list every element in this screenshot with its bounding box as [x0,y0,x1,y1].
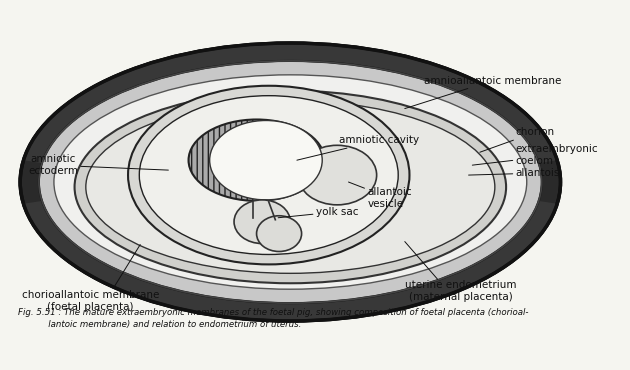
Ellipse shape [128,86,410,265]
Ellipse shape [256,216,302,252]
Ellipse shape [188,120,324,201]
Ellipse shape [54,75,527,289]
Text: allantois: allantois [469,168,560,178]
Polygon shape [23,43,557,163]
Ellipse shape [298,145,377,205]
Text: amniotic
ectoderm: amniotic ectoderm [28,154,168,176]
Text: yolk sac: yolk sac [278,207,358,218]
Text: amniotic cavity: amniotic cavity [297,135,419,160]
Text: Fig. 5.51 : The mature extraembryonic membranes of the foetal pig, showing compo: Fig. 5.51 : The mature extraembryonic me… [18,308,529,317]
Ellipse shape [86,101,495,273]
Polygon shape [23,201,557,321]
Ellipse shape [234,200,290,243]
Ellipse shape [210,121,322,200]
Text: uterine endometrium
(maternal placenta): uterine endometrium (maternal placenta) [405,280,517,302]
Ellipse shape [39,61,542,303]
Text: chorion: chorion [480,127,554,152]
Text: allantoic
vesicle: allantoic vesicle [348,182,412,209]
Ellipse shape [139,96,398,255]
Ellipse shape [74,91,506,283]
Text: extraembryonic
coelom: extraembryonic coelom [472,144,598,166]
Text: lantoic membrane) and relation to endometrium of uterus.: lantoic membrane) and relation to endome… [18,320,302,329]
Ellipse shape [20,43,561,321]
Text: amnioallantoic membrane: amnioallantoic membrane [405,76,561,108]
Text: chorioallantoic membrane
(foetal placenta): chorioallantoic membrane (foetal placent… [22,290,159,312]
